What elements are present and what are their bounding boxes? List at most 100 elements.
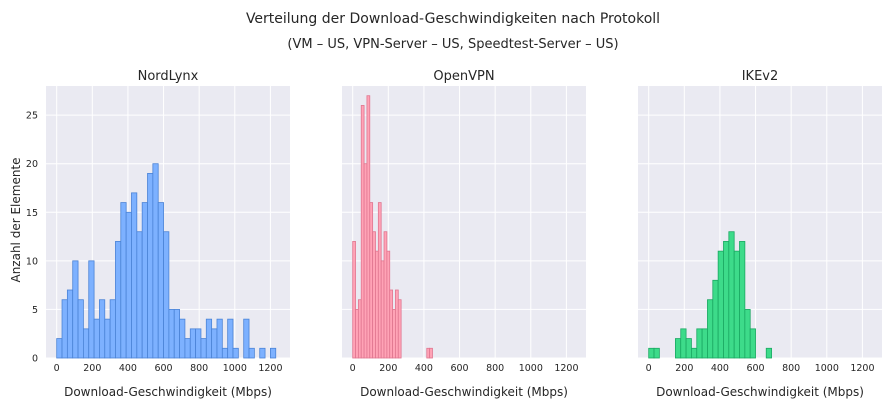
bar-ikev2-11 <box>707 299 714 359</box>
x-tick-label-ikev2-6: 1200 <box>850 363 874 374</box>
bar-nordlynx-33 <box>232 347 239 359</box>
bar-ikev2-10 <box>701 328 708 359</box>
bar-openvpn-11 <box>383 231 388 359</box>
bar-nordlynx-7 <box>93 318 100 359</box>
x-axis-label-ikev2: Download-Geschwindigkeit (Mbps) <box>656 385 864 399</box>
bar-ikev2-5 <box>675 338 682 359</box>
x-tick-label-nordlynx-0: 0 <box>54 363 60 374</box>
bar-nordlynx-25 <box>189 328 197 359</box>
bar-nordlynx-20 <box>163 231 170 359</box>
y-axis-label: Anzahl der Elemente <box>9 157 23 282</box>
bar-openvpn-6 <box>369 202 374 359</box>
bar-nordlynx-35 <box>243 318 250 359</box>
bar-openvpn-2 <box>357 299 362 359</box>
bar-nordlynx-3 <box>72 260 79 359</box>
x-tick-label-ikev2-5: 1000 <box>815 363 839 374</box>
bar-nordlynx-10 <box>109 299 116 359</box>
x-tick-label-openvpn-1: 200 <box>379 363 397 374</box>
bar-openvpn-0 <box>352 241 356 359</box>
bar-nordlynx-13 <box>125 211 132 359</box>
x-axis-label-nordlynx: Download-Geschwindigkeit (Mbps) <box>64 385 272 399</box>
bar-ikev2-14 <box>723 241 730 359</box>
bar-openvpn-5 <box>366 95 371 359</box>
panel-openvpn: OpenVPN Download-Geschwindigkeit (Mbps) … <box>342 69 586 399</box>
bar-nordlynx-4 <box>77 299 84 359</box>
bar-nordlynx-6 <box>88 260 95 359</box>
x-tick-label-nordlynx-4: 800 <box>190 363 208 374</box>
bar-openvpn-14 <box>392 309 396 359</box>
bar-ikev2-9 <box>696 328 703 359</box>
y-tick-label-0: 0 <box>32 354 38 365</box>
bar-ikev2-16 <box>733 250 740 359</box>
bar-openvpn-15 <box>395 289 399 359</box>
bar-openvpn-27 <box>429 347 433 359</box>
panel-title-ikev2: IKEv2 <box>742 69 779 84</box>
x-tick-label-openvpn-5: 1000 <box>519 363 543 374</box>
bar-ikev2-1 <box>653 347 660 359</box>
x-tick-label-openvpn-3: 600 <box>450 363 468 374</box>
bar-ikev2-15 <box>728 231 735 359</box>
x-tick-label-nordlynx-6: 1200 <box>258 363 282 374</box>
bar-nordlynx-19 <box>157 202 164 359</box>
bar-openvpn-4 <box>363 163 368 359</box>
bar-nordlynx-11 <box>115 241 122 359</box>
bar-openvpn-8 <box>375 250 379 359</box>
bar-openvpn-16 <box>397 299 402 359</box>
bar-nordlynx-15 <box>136 231 143 359</box>
plot-area-ikev2 <box>638 86 882 358</box>
bar-nordlynx-12 <box>120 202 127 359</box>
x-tick-label-openvpn-2: 400 <box>415 363 433 374</box>
bar-nordlynx-1 <box>61 299 68 359</box>
bar-ikev2-6 <box>680 328 687 359</box>
bar-nordlynx-14 <box>131 192 138 359</box>
y-tick-label-2: 10 <box>26 256 38 267</box>
x-tick-label-openvpn-0: 0 <box>350 363 356 374</box>
bar-nordlynx-24 <box>184 338 191 359</box>
x-tick-label-openvpn-4: 800 <box>486 363 504 374</box>
bar-nordlynx-28 <box>205 318 213 359</box>
bar-openvpn-1 <box>355 309 359 359</box>
bar-nordlynx-17 <box>147 173 154 359</box>
bar-openvpn-13 <box>389 289 393 359</box>
bar-nordlynx-27 <box>200 338 207 359</box>
x-tick-label-nordlynx-1: 200 <box>83 363 101 374</box>
bar-nordlynx-26 <box>195 328 202 359</box>
bar-openvpn-9 <box>377 202 382 359</box>
y-tick-label-3: 15 <box>26 208 38 219</box>
bar-ikev2-18 <box>744 309 751 359</box>
bar-openvpn-12 <box>386 250 391 359</box>
x-tick-label-nordlynx-5: 1000 <box>223 363 247 374</box>
x-tick-label-ikev2-0: 0 <box>646 363 652 374</box>
bar-openvpn-26 <box>426 347 431 359</box>
bar-ikev2-12 <box>712 279 719 359</box>
y-tick-label-5: 25 <box>26 111 38 122</box>
figure-title: Verteilung der Download-Geschwindigkeite… <box>246 11 660 27</box>
bar-ikev2-13 <box>717 250 724 359</box>
x-tick-label-ikev2-4: 800 <box>782 363 800 374</box>
panel-ikev2: IKEv2 Download-Geschwindigkeit (Mbps) 0 2… <box>638 69 882 399</box>
bar-nordlynx-31 <box>221 347 229 359</box>
bar-nordlynx-38 <box>259 347 266 359</box>
panel-nordlynx: NordLynx Download-Geschwindigkeit (Mbps)… <box>26 69 290 399</box>
bar-nordlynx-8 <box>99 299 106 359</box>
x-tick-label-ikev2-1: 200 <box>675 363 693 374</box>
bar-openvpn-3 <box>360 105 365 359</box>
bar-ikev2-19 <box>749 328 756 359</box>
bar-openvpn-7 <box>372 231 376 359</box>
bar-ikev2-22 <box>765 347 772 359</box>
bar-nordlynx-18 <box>152 163 159 359</box>
bar-ikev2-8 <box>691 347 698 359</box>
bar-nordlynx-36 <box>248 347 255 359</box>
panel-title-nordlynx: NordLynx <box>138 69 199 84</box>
bar-nordlynx-22 <box>173 309 180 359</box>
y-tick-label-1: 5 <box>32 305 38 316</box>
bar-nordlynx-5 <box>83 328 90 359</box>
x-tick-label-nordlynx-2: 400 <box>119 363 137 374</box>
bar-nordlynx-23 <box>179 318 186 359</box>
figure-subtitle: (VM – US, VPN-Server – US, Speedtest-Ser… <box>287 37 618 52</box>
x-axis-label-openvpn: Download-Geschwindigkeit (Mbps) <box>360 385 568 399</box>
bar-nordlynx-30 <box>216 318 223 359</box>
bar-nordlynx-0 <box>56 338 63 359</box>
bar-openvpn-10 <box>380 260 385 359</box>
